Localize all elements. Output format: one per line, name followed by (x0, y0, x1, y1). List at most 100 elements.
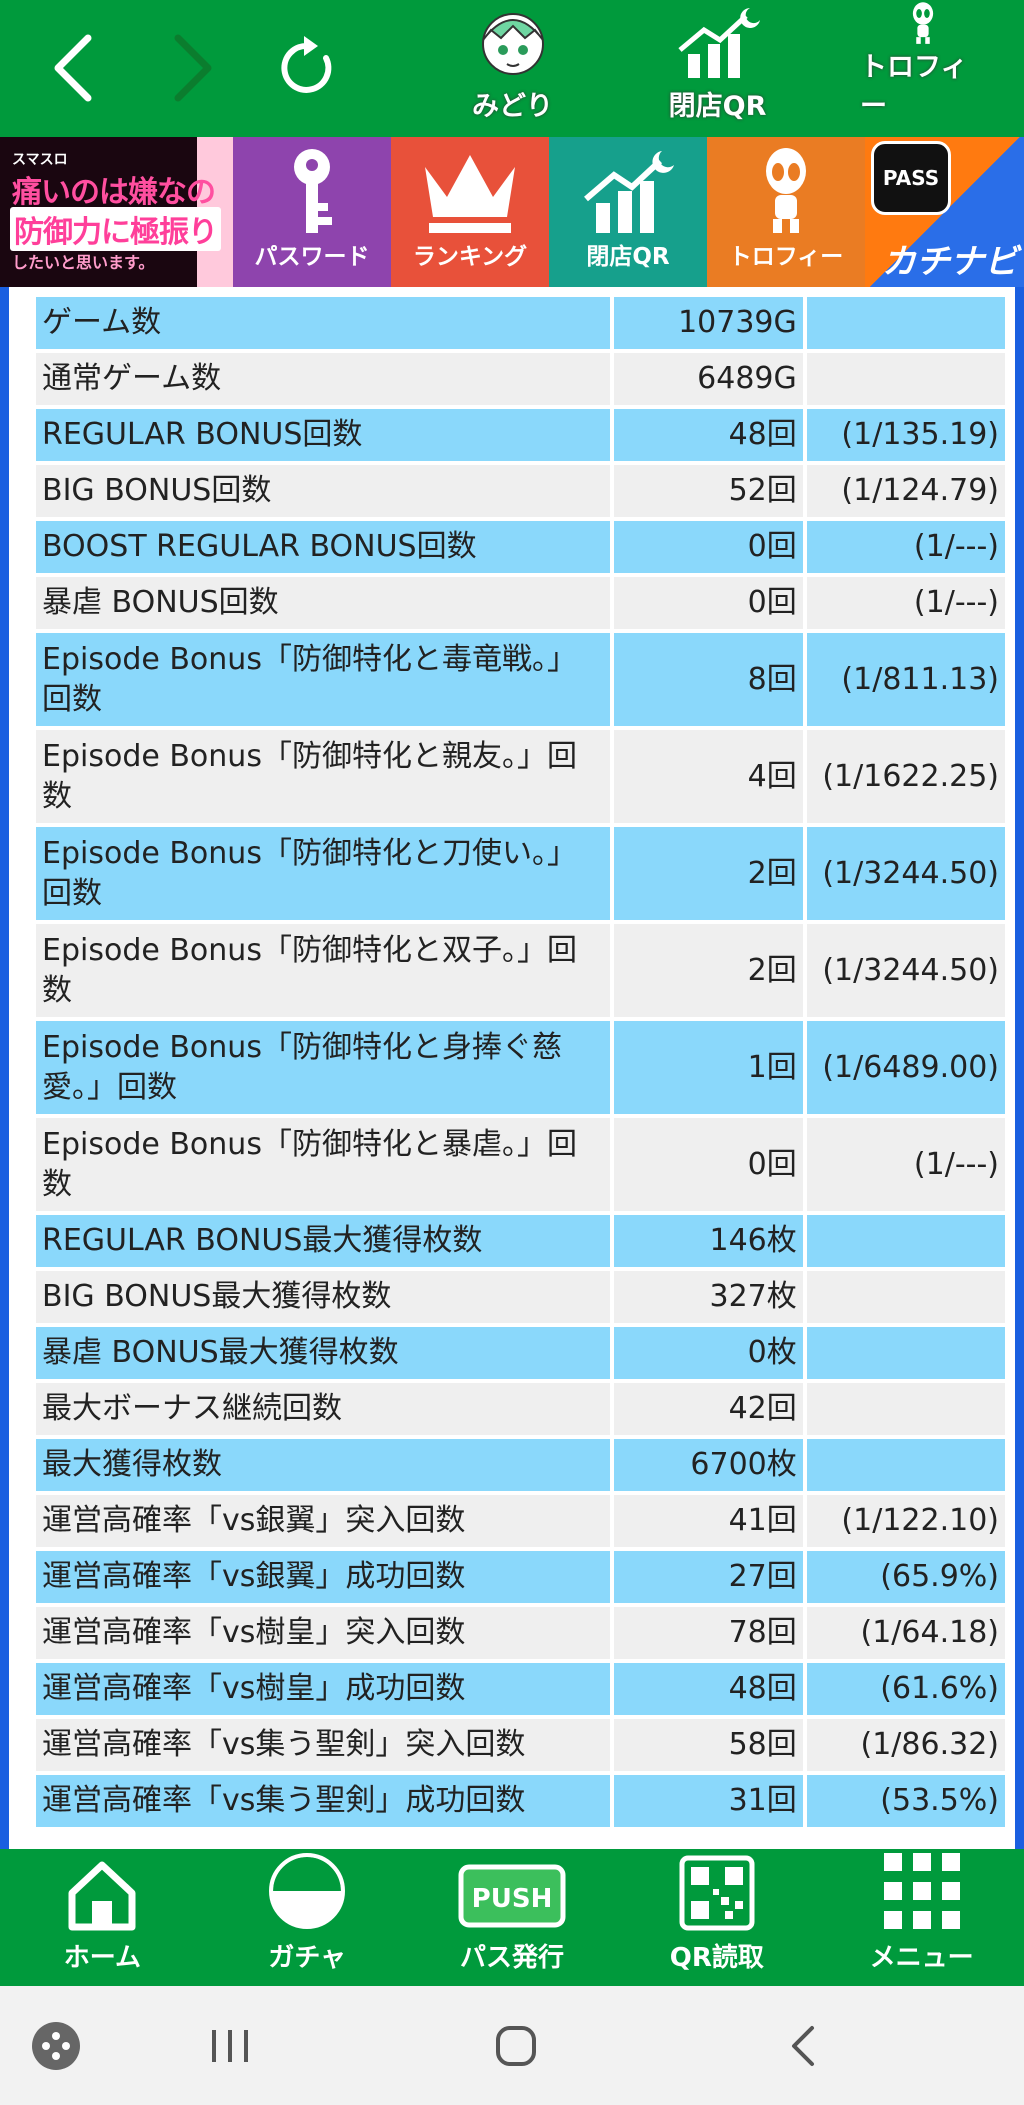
home-circle-icon[interactable] (486, 2016, 546, 2076)
stat-value-cell: 27回 (613, 1551, 803, 1603)
table-row: REGULAR BONUS回数 48回 (1/135.19) (36, 409, 1005, 461)
stat-value-cell: 52回 (613, 465, 803, 517)
grid-menu-icon (883, 1853, 960, 1929)
trophy-alien-icon (766, 148, 806, 233)
stat-name-cell: 最大ボーナス継続回数 (36, 1383, 610, 1435)
stat-rate-cell (806, 1327, 1005, 1379)
table-row: 運営高確率「vs銀翼」突入回数 41回 (1/122.10) (36, 1495, 1005, 1547)
stat-value-cell: 146枚 (613, 1215, 803, 1267)
stat-rate-cell: (65.9%) (806, 1551, 1005, 1603)
table-row: 運営高確率「vs集う聖剣」成功回数 31回 (53.5%) (36, 1775, 1005, 1827)
nav-home[interactable]: ホーム (0, 1849, 205, 1986)
nav-menu-label: メニュー (869, 1943, 974, 1973)
banner-trophy-label: トロフィー (728, 244, 844, 270)
recent-apps-icon[interactable] (200, 2016, 260, 2076)
system-navigation-bar (0, 1986, 1024, 2105)
stat-rate-cell (806, 1215, 1005, 1267)
stat-name-cell: BOOST REGULAR BONUS回数 (36, 521, 610, 573)
stat-value-cell: 6489G (613, 353, 803, 405)
nav-qr-scan[interactable]: QR読取 (614, 1849, 819, 1986)
stat-value-cell: 8回 (613, 633, 803, 726)
stat-name-cell: 運営高確率「vs銀翼」成功回数 (36, 1551, 610, 1603)
pass-badge: PASS (871, 141, 951, 215)
back-arrow-icon[interactable] (36, 28, 116, 108)
banner-trophy-button[interactable]: トロフィー (707, 137, 865, 287)
stat-rate-cell: (53.5%) (806, 1775, 1005, 1827)
banner-closing-qr-button[interactable]: 閉店QR (549, 137, 707, 287)
midori-character-icon (481, 13, 544, 75)
push-pass-icon: PUSH (458, 1864, 566, 1928)
stat-name-cell: Episode Bonus「防御特化と親友。」回数 (36, 730, 610, 823)
table-row: 最大ボーナス継続回数 42回 (36, 1383, 1005, 1435)
stat-value-cell: 2回 (613, 827, 803, 920)
kachinavi-logo: カチナビ (882, 242, 1018, 282)
table-row: Episode Bonus「防御特化と刀使い。」回数 2回 (1/3244.50) (36, 827, 1005, 920)
chart-moon-icon (677, 8, 760, 78)
stat-value-cell: 78回 (613, 1607, 803, 1659)
stat-rate-cell: (61.6%) (806, 1663, 1005, 1715)
stat-value-cell: 0回 (613, 577, 803, 629)
nav-gacha[interactable]: ガチャ (205, 1849, 410, 1986)
stat-rate-cell: (1/---) (806, 577, 1005, 629)
ranking-button[interactable]: ランキング (391, 137, 549, 287)
table-row: 運営高確率「vs銀翼」成功回数 27回 (65.9%) (36, 1551, 1005, 1603)
stat-value-cell: 1回 (613, 1021, 803, 1114)
game-logo[interactable]: スマスロ 痛いのは嫌なので 防御力に極振り したいと思います。 (0, 137, 233, 287)
push-text: PUSH (472, 1884, 553, 1914)
midori-button[interactable]: みどり (450, 0, 575, 137)
trophy-label: トロフィー (860, 52, 968, 122)
qr-code-icon (679, 1855, 755, 1931)
stat-value-cell: 2回 (613, 924, 803, 1017)
password-label: パスワード (254, 244, 370, 270)
table-row: BOOST REGULAR BONUS回数 0回 (1/---) (36, 521, 1005, 573)
forward-arrow-icon[interactable] (150, 28, 230, 108)
stat-rate-cell: (1/122.10) (806, 1495, 1005, 1547)
stat-rate-cell: (1/---) (806, 521, 1005, 573)
stat-rate-cell: (1/6489.00) (806, 1021, 1005, 1114)
stat-name-cell: Episode Bonus「防御特化と身捧ぐ慈愛。」回数 (36, 1021, 610, 1114)
password-button[interactable]: パスワード (233, 137, 391, 287)
table-row: BIG BONUS最大獲得枚数 327枚 (36, 1271, 1005, 1323)
table-row: Episode Bonus「防御特化と毒竜戦。」回数 8回 (1/811.13) (36, 633, 1005, 726)
stat-rate-cell (806, 1439, 1005, 1491)
ranking-label: ランキング (412, 244, 528, 270)
stat-rate-cell: (1/64.18) (806, 1607, 1005, 1659)
reload-icon[interactable] (268, 28, 348, 108)
trophy-button[interactable]: トロフィー (860, 0, 985, 137)
stat-rate-cell (806, 1383, 1005, 1435)
stat-value-cell: 0回 (613, 521, 803, 573)
nav-menu[interactable]: メニュー (819, 1849, 1024, 1986)
system-back-icon[interactable] (774, 2016, 834, 2076)
trophy-alien-icon (912, 2, 933, 44)
stats-frame: ゲーム数 10739G 通常ゲーム数 6489G REGULAR BONUS回数 48回(… (0, 287, 1024, 1849)
nav-home-label: ホーム (63, 1943, 142, 1973)
table-row: Episode Bonus「防御特化と親友。」回数 4回 (1/1622.25) (36, 730, 1005, 823)
stat-value-cell: 48回 (613, 1663, 803, 1715)
game-launcher-icon[interactable] (26, 2016, 86, 2076)
stat-name-cell: 暴虐 BONUS回数 (36, 577, 610, 629)
closing-qr-button[interactable]: 閉店QR (655, 0, 780, 137)
nav-pass-issue[interactable]: PUSH パス発行 (410, 1849, 615, 1986)
stat-name-cell: 運営高確率「vs集う聖剣」突入回数 (36, 1719, 610, 1771)
logo-line-4: したいと思います。 (12, 253, 155, 272)
top-toolbar: みどり 閉店QR トロフィー (0, 0, 1024, 137)
table-row: 運営高確率「vs樹皇」突入回数 78回 (1/64.18) (36, 1607, 1005, 1659)
nav-gacha-label: ガチャ (268, 1943, 347, 1973)
stat-name-cell: 最大獲得枚数 (36, 1439, 610, 1491)
home-icon (68, 1861, 136, 1931)
stat-name-cell: ゲーム数 (36, 297, 610, 349)
chart-moon-icon (584, 151, 674, 233)
kachinavi-button[interactable]: PASS カチナビ (865, 137, 1024, 287)
table-row: REGULAR BONUS最大獲得枚数 146枚 (36, 1215, 1005, 1267)
stat-name-cell: 運営高確率「vs樹皇」突入回数 (36, 1607, 610, 1659)
stat-value-cell: 48回 (613, 409, 803, 461)
stat-value-cell: 0枚 (613, 1327, 803, 1379)
stat-rate-cell (806, 353, 1005, 405)
table-row: Episode Bonus「防御特化と双子。」回数 2回 (1/3244.50) (36, 924, 1005, 1017)
stat-value-cell: 4回 (613, 730, 803, 823)
table-row: 暴虐 BONUS回数 0回 (1/---) (36, 577, 1005, 629)
stat-name-cell: 運営高確率「vs銀翼」突入回数 (36, 1495, 610, 1547)
stat-rate-cell: (1/1622.25) (806, 730, 1005, 823)
stat-rate-cell: (1/124.79) (806, 465, 1005, 517)
category-banner: スマスロ 痛いのは嫌なので 防御力に極振り したいと思います。 パスワード ラン… (0, 137, 1024, 287)
